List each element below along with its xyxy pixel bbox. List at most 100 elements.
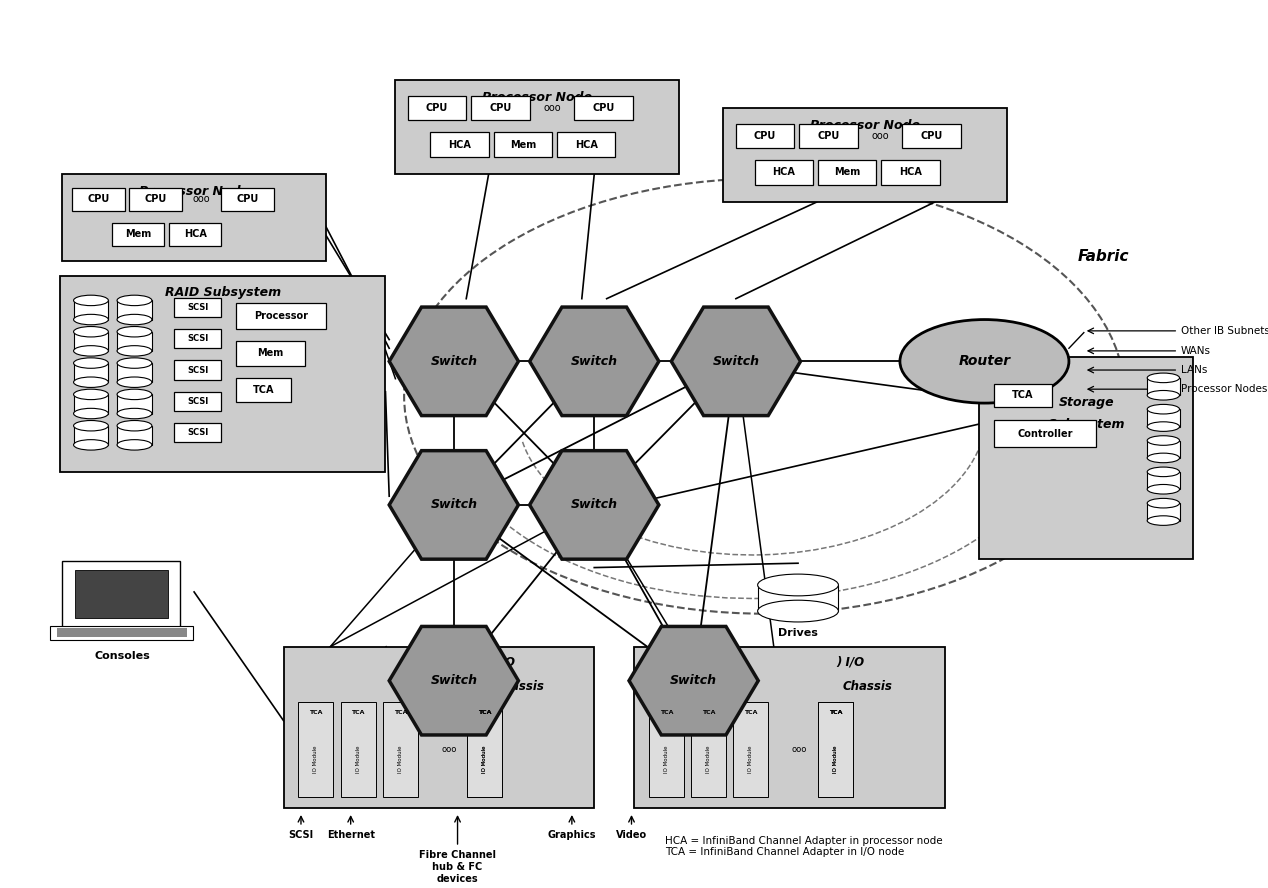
Bar — [117, 300, 152, 320]
FancyBboxPatch shape — [341, 702, 375, 797]
Text: Switch: Switch — [571, 355, 618, 368]
Text: TCA: TCA — [309, 710, 322, 716]
FancyBboxPatch shape — [754, 161, 813, 185]
Text: SCSI: SCSI — [188, 303, 208, 312]
Text: IO Module: IO Module — [748, 745, 753, 773]
Text: Processor Node: Processor Node — [482, 91, 592, 104]
Text: SCSI: SCSI — [188, 334, 208, 343]
FancyBboxPatch shape — [383, 702, 417, 797]
Text: Processor Nodes: Processor Nodes — [1181, 385, 1267, 394]
Bar — [758, 585, 838, 611]
Text: Mem: Mem — [510, 139, 536, 150]
Polygon shape — [389, 450, 519, 559]
Polygon shape — [389, 626, 519, 735]
Bar — [1148, 503, 1179, 520]
Text: ) I/O: ) I/O — [837, 655, 865, 669]
FancyBboxPatch shape — [979, 357, 1193, 559]
Text: IO Module: IO Module — [833, 745, 838, 773]
Ellipse shape — [74, 327, 108, 337]
Ellipse shape — [1148, 485, 1179, 494]
Ellipse shape — [1148, 498, 1179, 508]
Polygon shape — [530, 450, 659, 559]
Text: CPU: CPU — [921, 131, 942, 141]
Text: HCA: HCA — [184, 229, 207, 239]
Text: TCA: TCA — [828, 710, 842, 716]
Text: Processor: Processor — [254, 311, 308, 321]
FancyBboxPatch shape — [994, 420, 1097, 448]
Text: IO Module: IO Module — [482, 745, 487, 773]
Text: Fibre Channel
hub & FC
devices: Fibre Channel hub & FC devices — [418, 851, 496, 884]
Ellipse shape — [74, 314, 108, 325]
Ellipse shape — [1148, 516, 1179, 526]
Text: TCA: TCA — [701, 710, 715, 716]
FancyBboxPatch shape — [129, 188, 181, 210]
Bar — [117, 363, 152, 382]
Text: Consoles: Consoles — [94, 651, 150, 662]
Text: Graphics: Graphics — [548, 830, 596, 840]
FancyBboxPatch shape — [62, 174, 326, 261]
Text: CPU: CPU — [489, 103, 511, 113]
FancyBboxPatch shape — [649, 702, 683, 797]
Text: CPU: CPU — [426, 103, 448, 113]
FancyBboxPatch shape — [634, 646, 945, 808]
Bar — [1148, 472, 1179, 489]
FancyBboxPatch shape — [236, 341, 304, 366]
Text: ooo: ooo — [441, 745, 456, 754]
Text: SCSI: SCSI — [188, 428, 208, 437]
Text: HCA = InfiniBand Channel Adapter in processor node
TCA = InfiniBand Channel Adap: HCA = InfiniBand Channel Adapter in proc… — [664, 836, 942, 857]
Text: ooo: ooo — [193, 194, 210, 204]
Text: IO Module: IO Module — [706, 745, 711, 773]
Text: Drives: Drives — [779, 629, 818, 638]
Ellipse shape — [117, 327, 152, 337]
Text: TCA: TCA — [478, 710, 492, 716]
Ellipse shape — [758, 575, 838, 596]
Text: ooo: ooo — [871, 131, 889, 141]
FancyBboxPatch shape — [903, 123, 961, 148]
Ellipse shape — [117, 421, 152, 431]
Text: Storage: Storage — [1059, 396, 1115, 408]
Text: Switch: Switch — [671, 674, 718, 687]
Ellipse shape — [117, 345, 152, 356]
FancyBboxPatch shape — [691, 702, 727, 797]
Ellipse shape — [117, 408, 152, 419]
Text: Mem: Mem — [126, 229, 151, 239]
Text: IO Module: IO Module — [482, 745, 487, 773]
FancyBboxPatch shape — [408, 96, 467, 120]
FancyBboxPatch shape — [818, 702, 852, 797]
Text: HCA: HCA — [574, 139, 597, 150]
Text: TCA: TCA — [659, 710, 673, 716]
Bar — [74, 394, 108, 414]
Ellipse shape — [117, 295, 152, 305]
Text: Switch: Switch — [571, 498, 618, 511]
Text: Switch: Switch — [430, 674, 477, 687]
FancyBboxPatch shape — [557, 132, 615, 157]
Text: TCA: TCA — [393, 710, 407, 716]
FancyBboxPatch shape — [574, 96, 633, 120]
Bar — [74, 363, 108, 382]
Bar — [117, 332, 152, 351]
FancyBboxPatch shape — [112, 223, 165, 246]
FancyBboxPatch shape — [60, 276, 385, 472]
Text: CPU: CPU — [592, 103, 615, 113]
FancyBboxPatch shape — [818, 702, 852, 797]
Text: IO Module: IO Module — [398, 745, 403, 773]
Text: / I/O: / I/O — [488, 655, 516, 669]
FancyBboxPatch shape — [174, 329, 222, 348]
Ellipse shape — [117, 377, 152, 387]
FancyBboxPatch shape — [174, 392, 222, 411]
Bar — [1148, 378, 1179, 395]
FancyBboxPatch shape — [222, 188, 274, 210]
Text: SCSI: SCSI — [188, 397, 208, 406]
Text: CPU: CPU — [236, 194, 259, 204]
FancyBboxPatch shape — [396, 80, 678, 174]
Ellipse shape — [74, 440, 108, 450]
FancyBboxPatch shape — [284, 646, 595, 808]
Text: IO Module: IO Module — [313, 745, 318, 773]
Ellipse shape — [1148, 404, 1179, 414]
Polygon shape — [629, 626, 758, 735]
Text: Chassis: Chassis — [843, 680, 893, 693]
Text: ooo: ooo — [543, 103, 560, 113]
Text: Mem: Mem — [834, 168, 860, 178]
Text: Fabric: Fabric — [1078, 250, 1130, 265]
Text: TCA: TCA — [478, 710, 492, 716]
